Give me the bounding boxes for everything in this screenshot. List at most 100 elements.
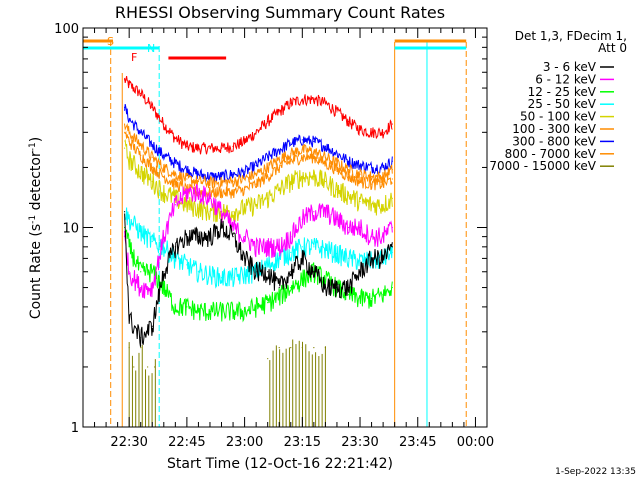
data-point [278, 149, 280, 151]
data-point [244, 274, 246, 276]
data-point [382, 131, 384, 133]
data-point [336, 111, 338, 113]
data-point [232, 277, 234, 279]
plot-area [83, 39, 467, 427]
series-300-800-kev [123, 103, 393, 183]
data-point [359, 128, 361, 131]
data-point [359, 173, 361, 175]
data-point [128, 131, 130, 133]
data-point [174, 162, 176, 164]
data-point [267, 358, 269, 360]
data-point [370, 204, 373, 206]
data-point [324, 248, 326, 250]
data-point [140, 171, 142, 173]
legend-entry-label: 300 - 800 keV [512, 134, 596, 148]
data-point [123, 147, 126, 149]
data-point [391, 123, 393, 125]
y-axis-label-sup2: -1 [28, 142, 38, 151]
legend-entry-label: 12 - 25 keV [528, 85, 597, 99]
data-point [151, 106, 153, 108]
data-point [301, 98, 303, 100]
legend-title-line-1: Det 1,3, FDecim 1, [515, 29, 627, 43]
data-point [209, 147, 211, 149]
data-point [301, 139, 303, 141]
data-point [336, 218, 338, 220]
series-800-7000-kev [123, 123, 393, 190]
data-point [128, 347, 130, 349]
data-point [301, 347, 303, 349]
data-point [255, 131, 257, 133]
data-point [359, 180, 361, 183]
series-7000-15000-kev [128, 339, 326, 427]
data-point [370, 236, 373, 238]
data-point [244, 257, 246, 260]
data-point [174, 173, 176, 175]
data-point [290, 236, 292, 238]
data-point [151, 180, 153, 183]
data-point [347, 169, 350, 171]
data-point [128, 140, 130, 143]
data-point [244, 171, 246, 173]
data-point [128, 118, 130, 120]
x-tick-label: 00:00 [457, 435, 494, 450]
data-point [232, 145, 234, 147]
data-point [163, 286, 165, 289]
legend-entry-label: 50 - 100 keV [520, 110, 597, 124]
series-3-6-kev [123, 211, 393, 347]
data-point [197, 207, 200, 209]
saa-label: S [107, 35, 114, 48]
data-point [151, 271, 153, 273]
data-point [151, 166, 153, 169]
data-point [147, 366, 149, 368]
data-point [301, 175, 303, 178]
x-tick-label: 22:45 [168, 435, 205, 450]
data-point [140, 231, 142, 233]
data-point [324, 156, 326, 158]
data-point [347, 294, 350, 296]
data-point [197, 271, 200, 273]
data-point [301, 218, 303, 220]
data-point [370, 183, 373, 185]
data-point [244, 140, 246, 143]
legend-entry-label: 7000 - 15000 keV [489, 159, 596, 173]
data-point [244, 236, 246, 238]
data-point [267, 302, 269, 304]
data-point [324, 162, 326, 164]
y-tick-label: 1 [71, 421, 79, 436]
data-point [290, 160, 292, 162]
x-axis-label: Start Time (12-Oct-16 22:21:42) [167, 456, 393, 472]
data-point [186, 204, 188, 206]
data-point [391, 286, 393, 289]
y-tick-label: 10 [62, 222, 79, 237]
x-tick-label: 22:30 [110, 435, 147, 450]
annotations: S N F [107, 35, 155, 64]
series-line [124, 138, 393, 223]
data-point [359, 200, 361, 203]
data-point [255, 183, 257, 185]
data-point [382, 183, 384, 185]
data-point [151, 156, 153, 158]
legend-entry-label: 25 - 50 keV [528, 97, 597, 111]
data-point [336, 188, 338, 191]
legend-title-line-2: Att 0 [598, 41, 627, 55]
data-point [324, 278, 326, 280]
data-point [232, 180, 234, 183]
data-point [220, 310, 223, 312]
series-line [124, 123, 393, 190]
data-point [391, 169, 393, 171]
data-point [186, 264, 188, 266]
data-point [163, 154, 165, 156]
night-label: N [147, 42, 155, 55]
data-point [290, 180, 292, 183]
data-point [370, 175, 373, 178]
footer-timestamp: 1-Sep-2022 13:35 [555, 467, 636, 477]
data-point [382, 204, 384, 206]
data-point [290, 102, 292, 104]
data-point [232, 173, 234, 175]
data-point [128, 271, 130, 273]
data-point [313, 347, 315, 349]
data-point [301, 149, 303, 151]
data-point [267, 197, 269, 199]
data-point [123, 236, 126, 238]
